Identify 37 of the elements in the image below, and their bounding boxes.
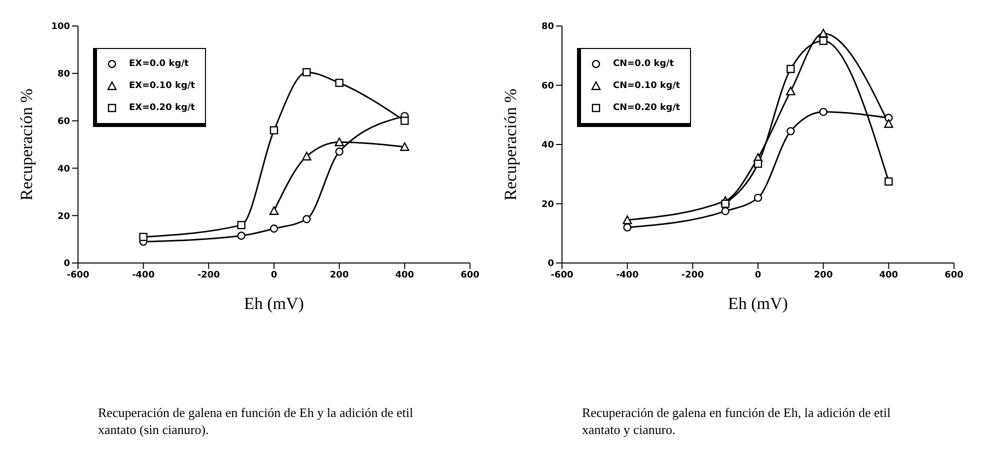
- x-tick-label: -400: [132, 270, 155, 280]
- y-tick-label: 40: [541, 140, 554, 151]
- text: Recuperación de galena en función de Eh y la adición de etil xantato (sin cianuro).: [98, 404, 414, 438]
- x-tick-label: 400: [395, 270, 414, 280]
- x-tick-label: 400: [879, 270, 898, 280]
- x-tick-label: 200: [330, 270, 349, 280]
- x-tick-label: 0: [754, 270, 762, 280]
- x-tick-label: 600: [460, 270, 480, 280]
- legend-label: CN=0.0 kg/t: [613, 59, 674, 69]
- y-tick-label: 0: [548, 259, 554, 270]
- y-tick-label: 20: [57, 212, 70, 222]
- y-tick-label: 80: [57, 70, 70, 80]
- x-tick-label: -600: [66, 270, 90, 280]
- y-tick-label: 40: [57, 164, 70, 174]
- x-tick-label: 600: [944, 270, 964, 280]
- legend-label: CN=0.10 kg/t: [613, 81, 680, 91]
- text: Recuperación de galena en función de Eh, la adición de etil xantato y cianuro.: [582, 404, 892, 438]
- x-tick-label: -600: [550, 270, 574, 280]
- x-tick-label: -400: [616, 270, 639, 280]
- y-tick-label: 60: [541, 81, 554, 92]
- y-tick-label: 0: [64, 259, 70, 270]
- y-tick-label: 80: [541, 22, 554, 32]
- y-axis-title: Recuperación %: [501, 88, 520, 200]
- x-tick-label: -200: [681, 270, 704, 280]
- y-axis-title: Recuperación %: [17, 88, 36, 200]
- legend-label: CN=0.20 kg/t: [613, 103, 680, 113]
- x-tick-label: 200: [814, 270, 833, 280]
- legend-label: EX=0.10 kg/t: [129, 81, 195, 91]
- x-tick-label: 0: [270, 270, 278, 280]
- y-tick-label: 100: [51, 22, 70, 32]
- x-axis-title: Eh (mV): [728, 294, 788, 313]
- legend-label: EX=0.0 kg/t: [129, 59, 189, 69]
- x-tick-label: -200: [197, 270, 220, 280]
- y-tick-label: 20: [541, 200, 554, 210]
- legend-label: EX=0.20 kg/t: [129, 103, 195, 113]
- y-tick-label: 60: [57, 116, 70, 127]
- x-axis-title: Eh (mV): [244, 294, 304, 313]
